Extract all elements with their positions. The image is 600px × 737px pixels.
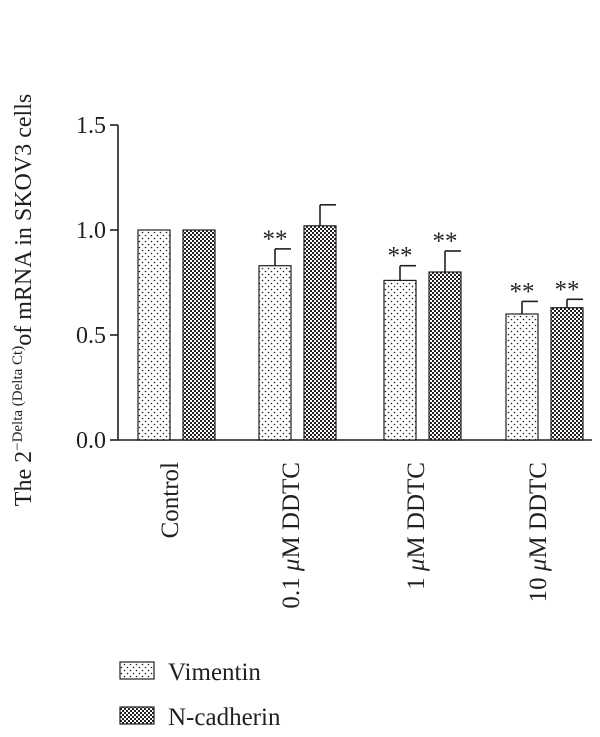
y-axis-label-superscript: −Delta (Delta Ct) [10, 346, 26, 451]
y-tick-label: 0.5 [76, 323, 106, 349]
significance-marker: ** [433, 228, 458, 255]
bar-n-cadherin [182, 229, 216, 441]
x-category-label: 1 μM DDTC [403, 462, 430, 590]
y-ticks: 0.0 0.5 1.0 1.5 [76, 113, 118, 454]
bar-vimentin [258, 265, 292, 441]
y-tick-label: 0.0 [76, 428, 106, 454]
y-axis-label-prefix: The 2 [11, 451, 37, 506]
x-category-label: 0.1 μM DDTC [278, 462, 305, 609]
bar-vimentin [505, 313, 539, 441]
y-tick-label: 1.5 [76, 113, 106, 139]
y-axis-label-suffix: of mRNA in SKOV3 cells [11, 94, 37, 346]
x-category-label: 10 μM DDTC [525, 462, 552, 602]
x-axis-labels: Control 0.1 μM DDTC 1 μM DDTC 10 μM DDTC [157, 462, 552, 609]
bar-n-cadherin [303, 225, 337, 441]
legend-label-n-cadherin: N-cadherin [168, 704, 281, 731]
legend-label-vimentin: Vimentin [168, 659, 261, 686]
bar-n-cadherin [428, 271, 462, 441]
bar-vimentin [137, 229, 171, 441]
legend: Vimentin N-cadherin [119, 659, 281, 731]
legend-swatch-vimentin [119, 661, 155, 680]
legend-swatch-n-cadherin [119, 706, 155, 725]
y-tick-label: 1.0 [76, 218, 106, 244]
bar-n-cadherin [550, 307, 584, 441]
bars: ** ** ** ** ** [137, 204, 584, 441]
y-axis-label: The 2−Delta (Delta Ct)of mRNA in SKOV3 c… [10, 94, 37, 506]
significance-marker: ** [510, 278, 535, 305]
significance-marker: ** [388, 243, 413, 270]
svg-text:The 2−Delta (Delta Ct)of mRNA: The 2−Delta (Delta Ct)of mRNA in SKOV3 c… [10, 94, 37, 506]
significance-marker: ** [263, 226, 288, 253]
bar-vimentin [383, 279, 417, 441]
significance-marker: ** [555, 276, 580, 303]
x-category-label: Control [157, 462, 184, 538]
